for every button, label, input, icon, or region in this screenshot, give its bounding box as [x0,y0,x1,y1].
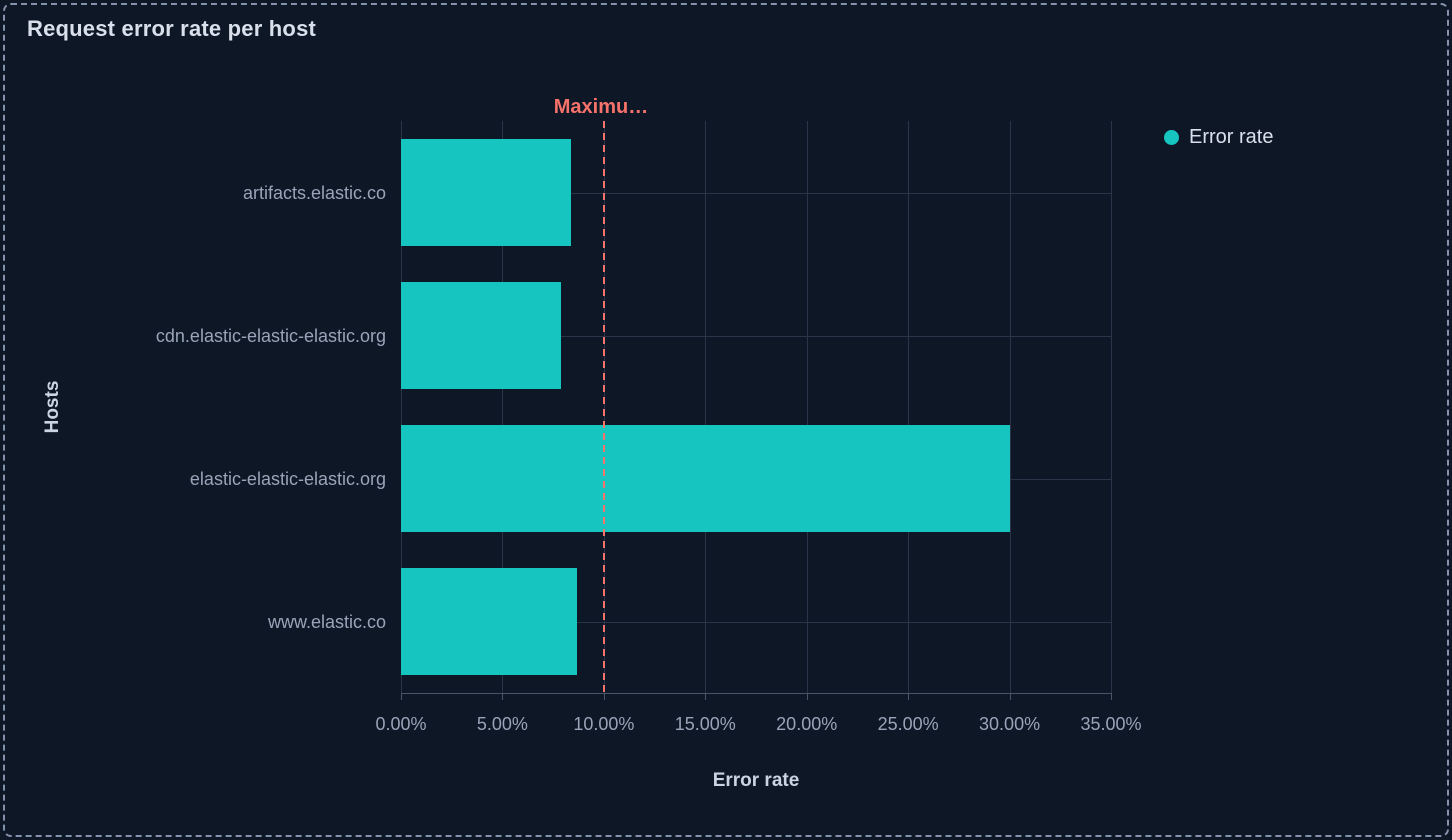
x-axis-tick [908,693,910,700]
y-category-label: www.elastic.co [267,611,386,632]
x-tick-label: 5.00% [476,714,528,734]
bar-www.elastic.co[interactable] [401,568,578,675]
threshold-line [602,121,605,693]
x-tick-label: 20.00% [776,714,838,734]
y-axis-title: Hosts [42,380,63,434]
legend-item-error-rate[interactable]: Error rate [1164,126,1273,149]
horizontal-gridline [401,621,1111,623]
bar-elastic-elastic-elastic.org[interactable] [401,425,1010,532]
vertical-gridline [401,121,402,693]
x-tick-label: 35.00% [1080,714,1142,734]
vertical-gridline [908,121,910,693]
bar-cdn.elastic-elastic-elastic.org[interactable] [401,282,562,389]
x-axis-tick [806,693,808,700]
x-axis-tick [705,693,707,700]
threshold-annotation-label: Maximu… [553,96,649,118]
y-category-label: cdn.elastic-elastic-elastic.org [155,325,386,346]
x-axis-tick [1111,693,1112,700]
vertical-gridline [1111,121,1112,693]
x-tick-label: 0.00% [375,714,427,734]
horizontal-gridline [401,192,1111,194]
y-category-label: elastic-elastic-elastic.org [189,468,386,489]
x-tick-label: 10.00% [573,714,635,734]
horizontal-gridline [401,335,1111,337]
vertical-gridline [705,121,707,693]
x-tick-label: 30.00% [979,714,1041,734]
panel-title: Request error rate per host [27,16,317,41]
x-axis-title: Error rate [712,770,800,791]
legend-item-label: Error rate [1189,126,1274,148]
x-axis-line [401,693,1112,694]
x-axis-tick [1009,693,1011,700]
y-category-label: artifacts.elastic.co [242,182,386,203]
x-axis-tick [502,693,504,700]
vertical-gridline [1009,121,1011,693]
legend-dot-icon [1164,130,1179,145]
vertical-gridline [502,121,504,693]
bar-artifacts.elastic.co[interactable] [401,139,572,246]
plot-area [401,121,1112,693]
x-tick-label: 25.00% [877,714,939,734]
x-axis-tick [401,693,402,700]
x-axis-tick [603,693,605,700]
x-tick-label: 15.00% [674,714,736,734]
vertical-gridline [806,121,808,693]
